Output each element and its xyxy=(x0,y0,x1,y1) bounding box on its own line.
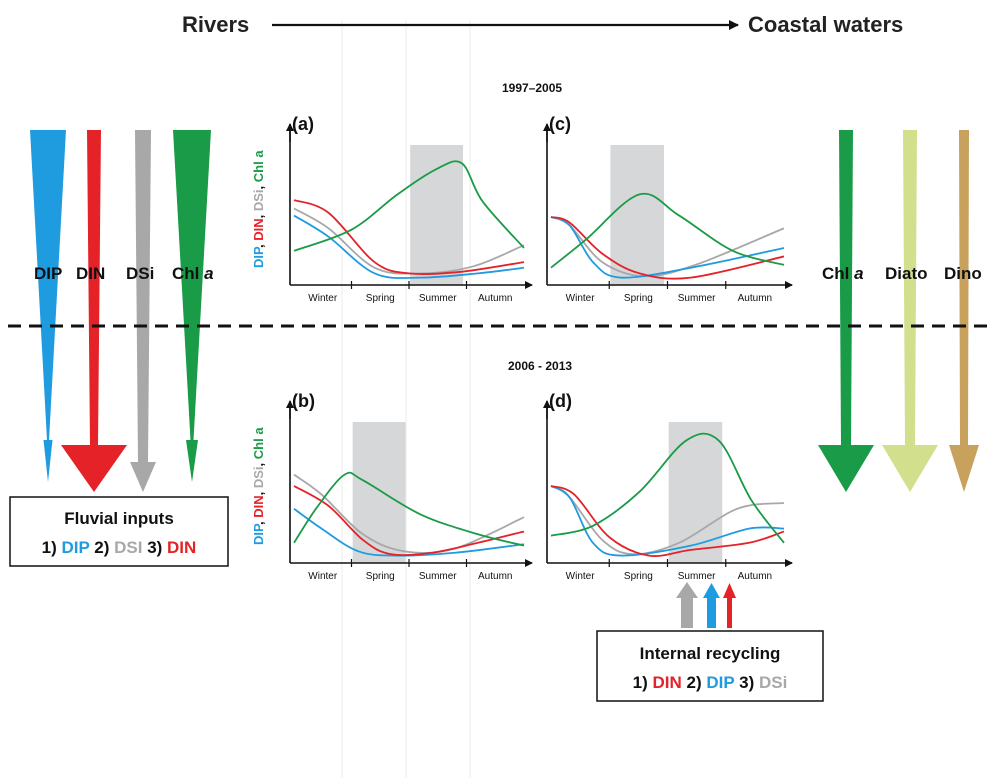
season-label-spring: Spring xyxy=(624,571,653,582)
recycling-arrow-dip xyxy=(703,583,720,628)
season-label-spring: Spring xyxy=(366,571,395,582)
panel-b: Winter Spring Summer Autumn (b) xyxy=(286,391,533,582)
header-coastal-waters: Coastal waters xyxy=(748,12,903,37)
dsi-curve xyxy=(293,207,525,275)
right-arrow-chl xyxy=(818,130,874,492)
season-label-summer: Summer xyxy=(678,293,716,304)
y-axis-label-top: DIP, DIN, DSi, Chl a xyxy=(251,150,266,268)
shaded-season-block xyxy=(668,422,723,563)
label-dsi: DSi xyxy=(126,264,154,283)
season-label-spring: Spring xyxy=(366,293,395,304)
panel-a: Winter Spring Summer Autumn (a) xyxy=(286,114,533,304)
panel-letter: (a) xyxy=(292,114,314,134)
recycling-title: Internal recycling xyxy=(640,644,781,663)
right-arrow-dino xyxy=(949,130,979,492)
chl-curve xyxy=(550,192,785,269)
season-label-winter: Winter xyxy=(308,293,338,304)
season-label-summer: Summer xyxy=(419,571,457,582)
left-arrow-din xyxy=(61,130,127,492)
chl-curve xyxy=(550,432,785,544)
panel-letter: (c) xyxy=(549,114,571,134)
y-axis-label-bottom: DIP, DIN, DSi, Chl a xyxy=(251,427,266,545)
label-dip: DIP xyxy=(34,264,62,283)
season-label-spring: Spring xyxy=(624,293,653,304)
season-label-autumn: Autumn xyxy=(738,571,772,582)
label-din: DIN xyxy=(76,264,105,283)
background-guides xyxy=(341,20,471,778)
season-label-autumn: Autumn xyxy=(478,293,512,304)
din-curve xyxy=(550,216,785,280)
fluvial-order: 1) DIP 2) DSI 3) DIN xyxy=(42,538,197,557)
dsi-curve xyxy=(293,473,525,554)
label-dino: Dino xyxy=(944,264,982,283)
season-label-winter: Winter xyxy=(308,571,338,582)
dip-curve xyxy=(550,216,785,279)
header-rivers: Rivers xyxy=(182,12,249,37)
fluvial-title: Fluvial inputs xyxy=(64,509,174,528)
chl-curve xyxy=(293,471,525,547)
season-label-winter: Winter xyxy=(566,293,596,304)
chl-a-parts: Chl a xyxy=(172,264,214,283)
dip-curve xyxy=(293,507,525,557)
left-arrow-chl xyxy=(173,130,211,482)
recycling-order: 1) DIN 2) DIP 3) DSi xyxy=(633,673,788,692)
internal-recycling-box: Internal recycling 1) DIN 2) DIP 3) DSi xyxy=(596,630,824,702)
label-chl-a: Chl a xyxy=(172,264,214,283)
label-diato: Diato xyxy=(885,264,928,283)
panel-d: Winter Spring Summer Autumn (d) xyxy=(543,391,793,582)
dip-curve xyxy=(293,214,525,279)
din-curve xyxy=(550,485,785,557)
panel-c: Winter Spring Summer Autumn (c) xyxy=(543,114,793,304)
right-arrow-diato xyxy=(882,130,938,492)
season-label-summer: Summer xyxy=(678,571,716,582)
season-label-autumn: Autumn xyxy=(738,293,772,304)
period-1997-2005: 1997–2005 xyxy=(502,81,562,95)
season-panels: Winter Spring Summer Autumn (a) Winter Spring S… xyxy=(286,114,793,582)
season-label-winter: Winter xyxy=(566,571,596,582)
fluvial-inputs-box: Fluvial inputs 1) DIP 2) DSI 3) DIN xyxy=(9,496,229,567)
label-right-chl-a: Chl a xyxy=(822,264,864,283)
shaded-season-block xyxy=(410,145,464,285)
left-arrow-dsi xyxy=(130,130,156,492)
season-label-summer: Summer xyxy=(419,293,457,304)
din-curve xyxy=(293,485,525,557)
left-arrow-dip xyxy=(30,130,66,482)
season-label-autumn: Autumn xyxy=(478,571,512,582)
period-2006-2013: 2006 - 2013 xyxy=(508,359,572,373)
shaded-season-block xyxy=(352,422,406,563)
panel-letter: (b) xyxy=(292,391,315,411)
dsi-curve xyxy=(550,216,785,278)
din-curve xyxy=(293,199,525,276)
shaded-season-block xyxy=(610,145,665,285)
panel-letter: (d) xyxy=(549,391,572,411)
chl-curve xyxy=(293,160,525,252)
recycling-arrow-dsi xyxy=(676,582,698,628)
recycling-arrow-din xyxy=(723,583,736,628)
dip-curve xyxy=(550,485,785,557)
